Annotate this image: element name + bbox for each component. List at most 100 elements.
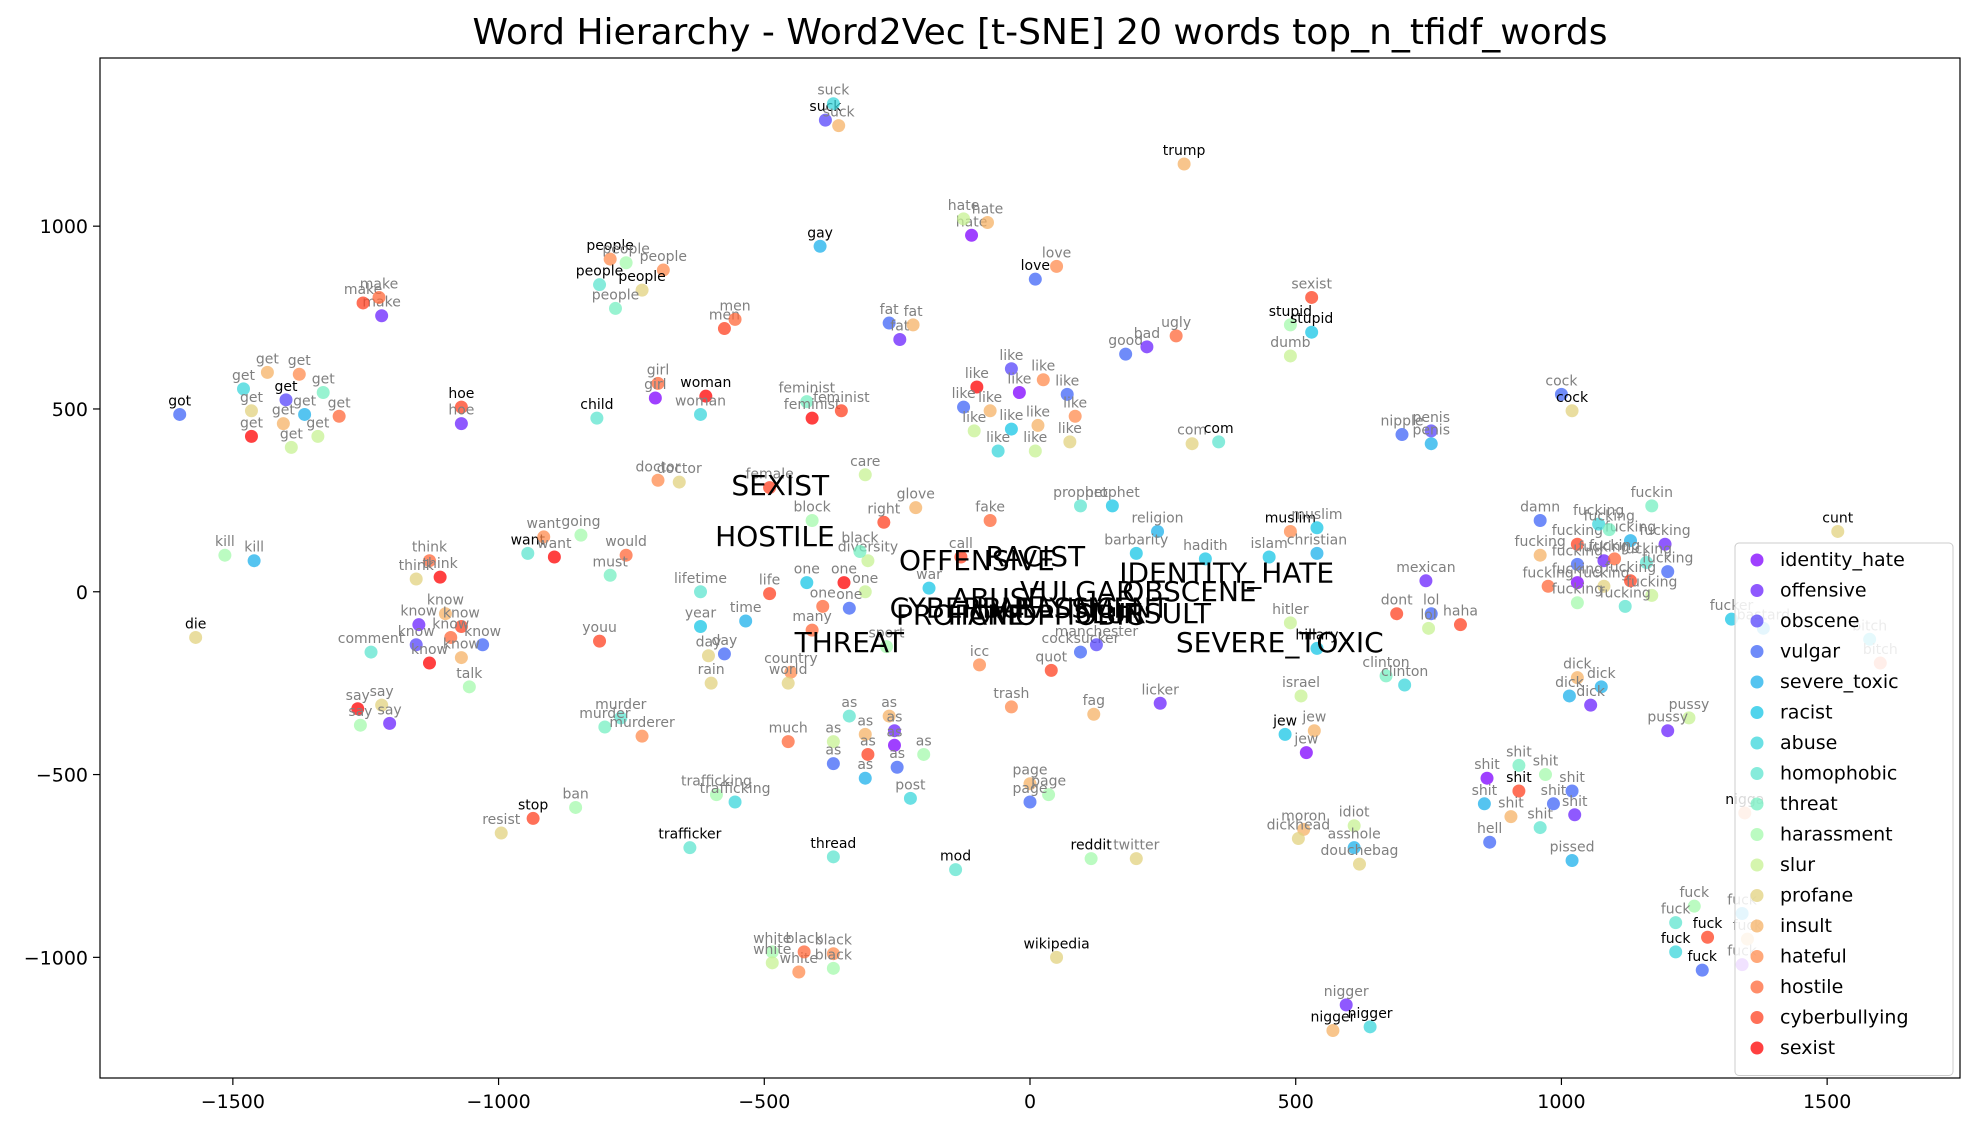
legend-label: vulgar [1780,641,1840,663]
point-label: people [602,242,649,258]
point-label: get [275,379,299,395]
data-point [656,263,670,277]
point-label: black [815,947,853,963]
point-label: dickhead [1267,818,1331,834]
point-label: fuck [1679,885,1709,901]
point-label: say [348,704,372,720]
point-label: one [794,562,820,578]
point-label: girl [644,377,666,393]
point-label: care [850,454,880,470]
data-point [1307,724,1321,738]
data-point [922,581,936,595]
legend-label: hateful [1780,946,1847,968]
data-point [887,724,901,738]
data-point [1185,437,1199,451]
data-point [462,680,476,694]
point-label: fat [904,304,924,320]
point-label: comment [338,631,405,647]
y-tick-label: −500 [36,765,88,787]
data-point [619,548,633,562]
data-point [1602,523,1616,537]
data-point [890,760,904,774]
point-label: like [1007,372,1031,388]
data-point [1597,554,1611,568]
point-label: people [592,287,639,303]
point-label: shit [1527,807,1553,823]
point-label: like [1026,404,1050,420]
data-point [826,947,840,961]
point-label: get [240,390,264,406]
data-point [244,404,258,418]
point-label: say [346,688,370,704]
data-point [1105,499,1119,513]
point-label: as [825,721,841,737]
point-label: like [962,410,986,426]
data-point [1278,727,1292,741]
point-label: call [949,536,973,552]
data-point [332,409,346,423]
point-label: fucking [1584,509,1635,525]
point-label: going [561,514,600,530]
legend-marker [1750,980,1764,994]
point-label: get [272,403,296,419]
data-point [1570,596,1584,610]
plot-area: sucksucksucktrumpgayhatehatehatelovelove… [168,83,1898,1037]
point-label: fuck [1687,949,1717,965]
point-label: religion [1132,510,1184,526]
data-point [189,630,203,644]
point-label: mexican [1396,560,1455,576]
point-label: kill [244,540,264,556]
point-label: shit [1472,783,1498,799]
data-point [1012,386,1026,400]
data-point [438,607,452,621]
point-label: fucking [1552,543,1603,559]
point-label: like [965,366,989,382]
data-point [983,404,997,418]
point-label: thread [810,836,856,852]
data-point [957,400,971,414]
point-label: feminist [784,397,841,413]
data-point [858,585,872,599]
point-label: get [240,415,264,431]
point-label: haha [1443,604,1478,620]
point-label: muslim [1265,510,1316,526]
data-point [784,665,798,679]
point-label: hoe [448,386,474,402]
data-point [717,322,731,336]
point-label: get [232,368,256,384]
data-point [603,568,617,582]
point-label: one [810,585,836,601]
data-point [800,395,814,409]
data-point [316,386,330,400]
data-point [1639,556,1653,570]
data-point [1504,810,1518,824]
legend-marker [1750,767,1764,780]
data-point [635,729,649,743]
data-point [537,530,551,544]
data-point [991,444,1005,458]
data-point [1661,565,1675,579]
data-point [813,239,827,253]
data-point [805,411,819,425]
data-point [1512,758,1526,772]
point-label: as [841,695,857,711]
data-point [728,795,742,809]
centroid-label: INSULT [1115,597,1212,630]
data-point [837,576,851,590]
data-point [569,800,583,814]
point-label: shit [1562,794,1588,810]
data-point [1004,362,1018,376]
data-point [547,550,561,564]
data-point [1483,835,1497,849]
data-point [1352,857,1366,871]
point-label: life [759,573,780,589]
data-point [574,528,588,542]
point-label: islam [1250,536,1287,552]
point-label: love [1021,258,1050,274]
data-point [1424,424,1438,438]
data-point [351,702,365,716]
point-label: know [432,616,469,632]
point-label: bad [1134,326,1160,342]
x-tick-label: 0 [1024,1091,1036,1113]
data-point [694,619,708,633]
